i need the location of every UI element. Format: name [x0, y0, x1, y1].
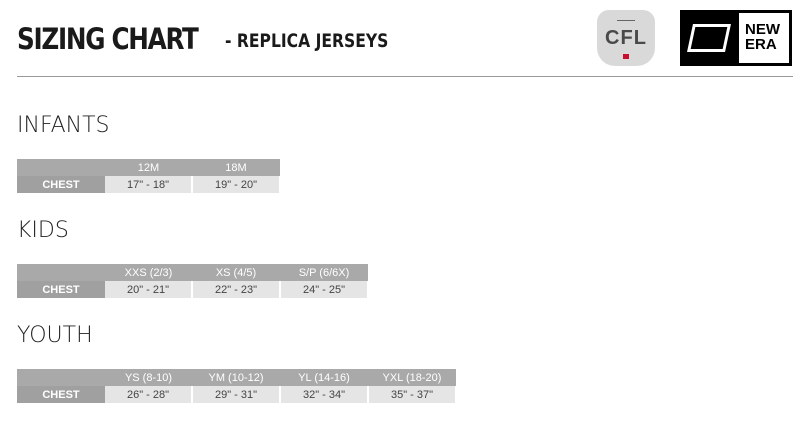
- size-header: S/P (6/6X): [280, 264, 368, 281]
- row-label: CHEST: [17, 386, 105, 403]
- page-title: SIZING CHART - REPLICA JERSEYS: [17, 22, 388, 56]
- size-table: XXS (2/3) XS (4/5) S/P (6/6X) CHEST 20" - 21…: [17, 264, 369, 298]
- chest-value: 17" - 18": [105, 176, 193, 193]
- cfl-logo: CFL: [597, 10, 655, 66]
- chest-value: 20" - 21": [105, 281, 193, 298]
- maple-leaf-icon: [623, 54, 629, 59]
- size-header: XXS (2/3): [105, 264, 192, 281]
- row-label: CHEST: [17, 176, 105, 193]
- size-table: 12M 18M CHEST 17" - 18" 19" - 20": [17, 159, 281, 193]
- chest-value: 26" - 28": [105, 386, 193, 403]
- chest-row: CHEST 20" - 21" 22" - 23" 24" - 25": [17, 281, 369, 298]
- subtitle-text: - REPLICA JERSEYS: [225, 30, 389, 52]
- flag-icon: [687, 24, 731, 52]
- chest-row: CHEST 26" - 28" 29" - 31" 32" - 34" 35" - 37…: [17, 386, 457, 403]
- size-header: YM (10-12): [192, 369, 280, 386]
- new-era-logo: NEW ERA: [680, 10, 792, 66]
- chest-value: 35" - 37": [368, 386, 457, 403]
- size-header-row: XXS (2/3) XS (4/5) S/P (6/6X): [17, 264, 368, 281]
- title-text: SIZING CHART: [17, 22, 199, 56]
- section-heading: KIDS: [17, 218, 69, 243]
- row-label: CHEST: [17, 281, 105, 298]
- size-table: YS (8-10) YM (10-12) YL (14-16) YXL (18-20)…: [17, 369, 457, 403]
- size-header: YL (14-16): [280, 369, 368, 386]
- chest-value: 22" - 23": [192, 281, 281, 298]
- size-header: XS (4/5): [192, 264, 280, 281]
- chest-value: 32" - 34": [280, 386, 369, 403]
- size-header-row: 12M 18M: [17, 159, 280, 176]
- chest-value: 24" - 25": [280, 281, 369, 298]
- size-header: 18M: [192, 159, 280, 176]
- divider: [17, 76, 793, 77]
- section-heading: YOUTH: [17, 323, 93, 348]
- section-heading: INFANTS: [17, 113, 110, 138]
- size-header-row: YS (8-10) YM (10-12) YL (14-16) YXL (18-20): [17, 369, 456, 386]
- size-header: 12M: [105, 159, 192, 176]
- chest-row: CHEST 17" - 18" 19" - 20": [17, 176, 281, 193]
- size-header: YXL (18-20): [368, 369, 456, 386]
- chest-value: 29" - 31": [192, 386, 281, 403]
- chest-value: 19" - 20": [192, 176, 281, 193]
- size-header: YS (8-10): [105, 369, 192, 386]
